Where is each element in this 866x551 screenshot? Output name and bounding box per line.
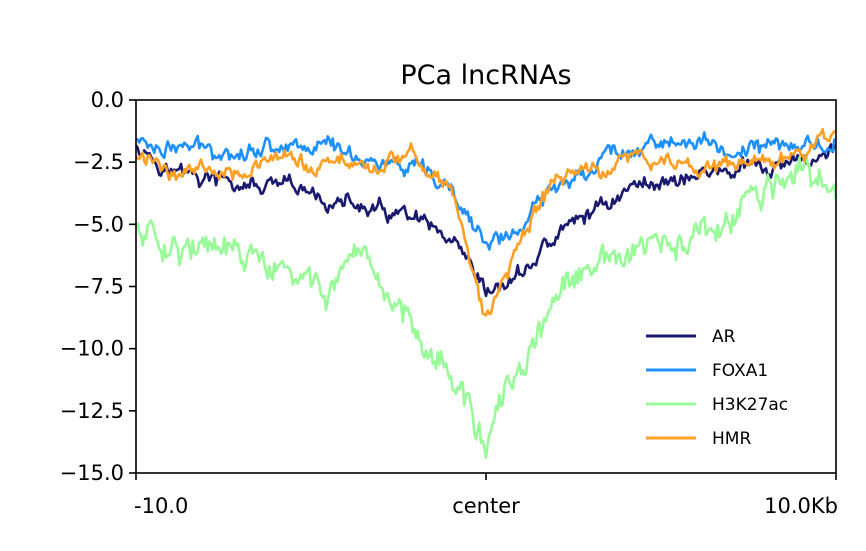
series-line-hmr (135, 127, 837, 317)
series-line-ar (134, 143, 837, 298)
y-tick-label: −10.0 (60, 337, 124, 361)
y-tick-label: −7.5 (73, 275, 124, 299)
y-tick-label: 0.0 (91, 88, 124, 112)
x-axis: -10.0 center 10.0Kb (134, 473, 838, 518)
y-tick-label: −15.0 (60, 461, 124, 485)
series-layer (134, 127, 838, 460)
legend-label: FOXA1 (712, 361, 768, 381)
y-tick-label: −5.0 (73, 212, 124, 236)
series-line-foxa1 (135, 131, 837, 251)
chart-title: PCa lncRNAs (400, 60, 571, 91)
x-tick-label: center (452, 494, 520, 518)
x-tick-label: 10.0Kb (764, 494, 838, 518)
y-axis: 0.0 −2.5 −5.0 −7.5 −10.0 −12.5 −15.0 (60, 88, 136, 485)
y-tick-label: −2.5 (73, 150, 124, 174)
legend-label: H3K27ac (712, 395, 788, 415)
x-tick-label: -10.0 (134, 494, 188, 518)
legend-label: HMR (712, 429, 751, 449)
y-tick-label: −12.5 (60, 399, 124, 423)
legend: AR FOXA1 H3K27ac HMR (646, 327, 788, 449)
legend-label: AR (712, 327, 736, 347)
series-line-h3k27ac (134, 153, 838, 460)
